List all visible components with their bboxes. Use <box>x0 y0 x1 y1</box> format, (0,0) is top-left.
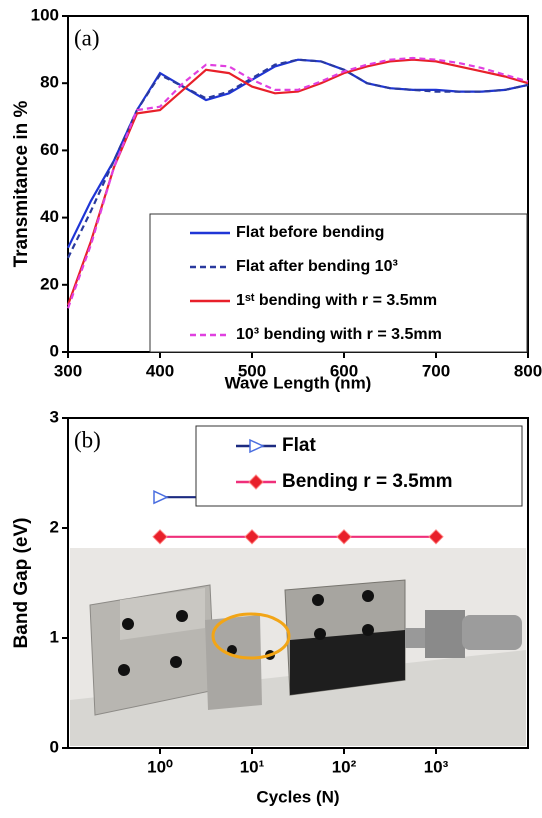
legend-label: Flat before bending <box>236 224 384 241</box>
y-tick-label: 80 <box>40 73 59 92</box>
x-axis-label: Wave Length (nm) <box>225 373 372 392</box>
x-tick-label: 10¹ <box>240 757 265 776</box>
legend-label: 10³ bending with r = 3.5mm <box>236 326 442 343</box>
x-tick-label: 600 <box>330 361 358 380</box>
y-tick-label: 0 <box>50 341 59 360</box>
y-tick-label: 60 <box>40 140 59 159</box>
legend-label: 1ˢᵗ bending with r = 3.5mm <box>236 292 437 309</box>
panel-label: (b) <box>74 427 101 452</box>
data-point <box>152 529 168 545</box>
y-axis-label: Band Gap (eV) <box>11 518 32 649</box>
panel-label: (a) <box>74 25 100 50</box>
x-tick-label: 10⁰ <box>147 757 173 776</box>
data-point <box>336 529 352 545</box>
photo-inset <box>70 548 526 746</box>
x-tick-label: 800 <box>514 361 542 380</box>
x-tick-label: 500 <box>238 361 266 380</box>
legend-label: Flat after bending 10³ <box>236 258 398 275</box>
x-axis-label: Cycles (N) <box>256 787 339 806</box>
y-tick-label: 100 <box>31 5 59 24</box>
data-point <box>153 490 169 505</box>
y-tick-label: 0 <box>50 737 59 756</box>
x-tick-label: 400 <box>146 361 174 380</box>
x-tick-label: 300 <box>54 361 82 380</box>
x-tick-label: 10³ <box>424 757 449 776</box>
y-axis-label: Transmitance in % <box>11 100 32 267</box>
legend-marker <box>248 474 264 490</box>
y-tick-label: 20 <box>40 274 59 293</box>
y-tick-label: 2 <box>50 517 59 536</box>
legend-box <box>195 425 523 507</box>
data-point <box>428 529 444 545</box>
x-tick-label: 700 <box>422 361 450 380</box>
plot-frame <box>67 417 529 749</box>
legend-marker <box>249 438 265 454</box>
x-tick-label: 10² <box>332 757 357 776</box>
series-line <box>67 58 529 249</box>
legend-box <box>149 213 528 353</box>
data-point <box>244 529 260 545</box>
y-tick-label: 3 <box>50 407 59 426</box>
legend-label: Flat <box>282 435 316 456</box>
y-tick-label: 1 <box>50 627 59 646</box>
series-line <box>66 56 529 309</box>
y-tick-label: 40 <box>40 207 59 226</box>
series-line <box>66 58 529 306</box>
legend-label: Bending r = 3.5mm <box>282 471 453 492</box>
